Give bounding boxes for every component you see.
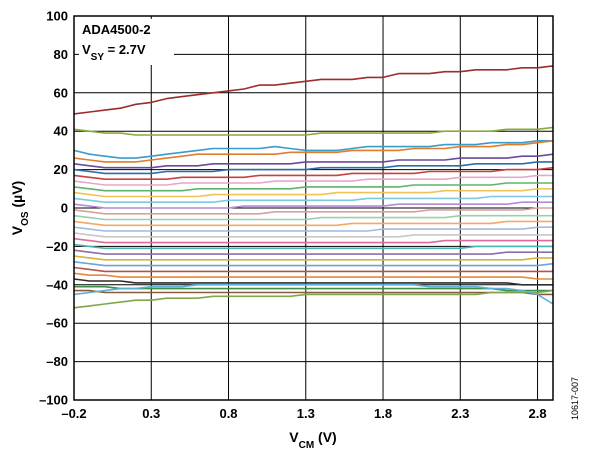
series-line-21 <box>73 255 553 261</box>
series-line-26 <box>74 285 553 292</box>
x-tick-label: 2.8 <box>529 406 547 421</box>
series-line-22 <box>73 261 554 267</box>
series-line-3 <box>73 140 553 159</box>
plot-frame <box>73 15 554 401</box>
series-line-8 <box>73 174 553 186</box>
y-tick-label: 80 <box>54 47 68 62</box>
series-line-28 <box>73 289 554 309</box>
series-line-29 <box>73 283 554 305</box>
series-line-10 <box>73 188 553 198</box>
series-line-25 <box>73 278 553 286</box>
part-number-label: ADA4500-2 <box>82 22 151 37</box>
series-line-13 <box>73 207 553 215</box>
series-line-6 <box>73 161 553 175</box>
series-line-23 <box>73 266 553 273</box>
series-line-11 <box>73 195 553 203</box>
series-line-1 <box>73 65 554 115</box>
series-line-12 <box>73 201 553 209</box>
y-tick-label: –40 <box>46 277 68 292</box>
series-line-20 <box>73 249 553 255</box>
y-tick-label: –20 <box>46 239 68 254</box>
series-line-5 <box>73 153 554 169</box>
supply-voltage-label: VSY = 2.7V <box>82 42 146 63</box>
data-lines <box>73 65 554 309</box>
series-line-7 <box>73 166 554 180</box>
figure-code: 10617-007 <box>570 377 580 420</box>
series-line-27 <box>74 289 553 296</box>
y-tick-label: 40 <box>54 124 68 139</box>
x-axis-label: VCM (V) <box>289 429 336 451</box>
x-tick-label: 0.8 <box>219 406 237 421</box>
series-line-14 <box>73 214 553 221</box>
series-line-24 <box>73 272 553 280</box>
x-tick-labels: –0.2 0.3 0.8 1.3 1.8 2.3 2.8 <box>61 406 546 421</box>
series-line-17 <box>73 232 553 238</box>
x-tick-label: 2.3 <box>451 406 469 421</box>
series-line-4 <box>73 140 554 163</box>
y-tick-label: –60 <box>46 316 68 331</box>
y-tick-label: –100 <box>39 393 68 408</box>
x-tick-label: 1.8 <box>374 406 392 421</box>
series-line-18 <box>73 237 553 244</box>
y-tick-label: –80 <box>46 354 68 369</box>
y-tick-label: 100 <box>46 9 68 24</box>
annotation-box: ADA4500-2 VSY = 2.7V <box>79 19 174 65</box>
series-line-19 <box>73 243 553 250</box>
series-line-9 <box>73 182 553 192</box>
x-tick-label: 0.3 <box>142 406 160 421</box>
series-line-2 <box>73 126 554 136</box>
x-tick-label: 1.3 <box>297 406 315 421</box>
series-line-16 <box>73 226 553 232</box>
y-axis-label: VOS (µV) <box>9 181 31 235</box>
series-line-15 <box>73 220 553 227</box>
y-tick-label: 0 <box>61 201 68 216</box>
y-tick-label: 20 <box>54 162 68 177</box>
x-tick-label: –0.2 <box>61 406 86 421</box>
y-tick-label: 60 <box>54 85 68 100</box>
y-tick-labels: –100 –80 –60 –40 –20 0 20 40 60 80 100 <box>39 9 68 408</box>
